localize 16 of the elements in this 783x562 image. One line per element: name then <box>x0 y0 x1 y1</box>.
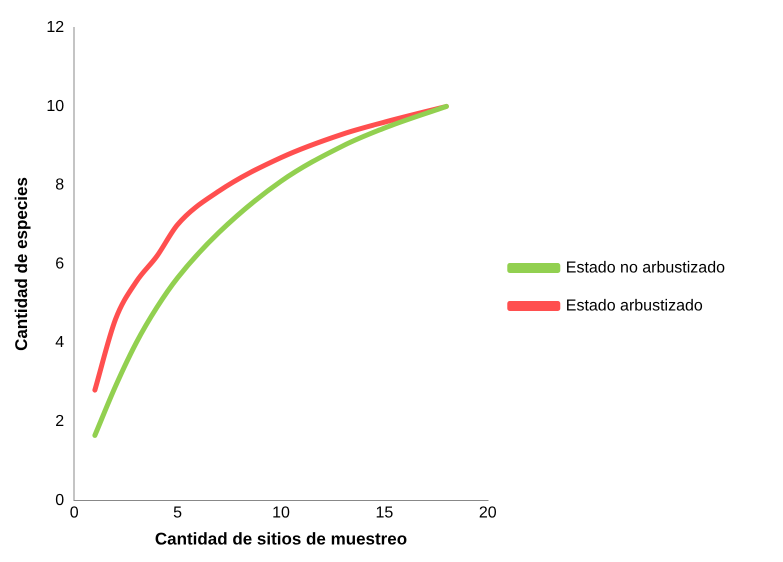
x-tick-label: 5 <box>173 504 182 522</box>
y-tick-label: 12 <box>46 19 64 36</box>
y-tick-label: 4 <box>55 334 64 352</box>
y-tick-label: 8 <box>55 176 64 194</box>
y-tick-label: 6 <box>55 255 64 272</box>
y-tick-label: 10 <box>46 98 64 115</box>
x-tick-label: 0 <box>70 504 79 522</box>
legend-label: Estado arbustizado <box>566 297 703 314</box>
x-tick-label: 20 <box>478 504 497 522</box>
y-tick-label: 2 <box>55 413 64 430</box>
y-axis-title: Cantidad de especies <box>12 177 31 351</box>
y-tick-label: 0 <box>55 492 64 509</box>
x-axis-title: Cantidad de sitios de muestreo <box>154 529 408 548</box>
x-tick-label: 10 <box>272 504 290 522</box>
x-tick-label: 15 <box>375 504 394 522</box>
legend-label: Estado no arbustizado <box>566 259 726 276</box>
